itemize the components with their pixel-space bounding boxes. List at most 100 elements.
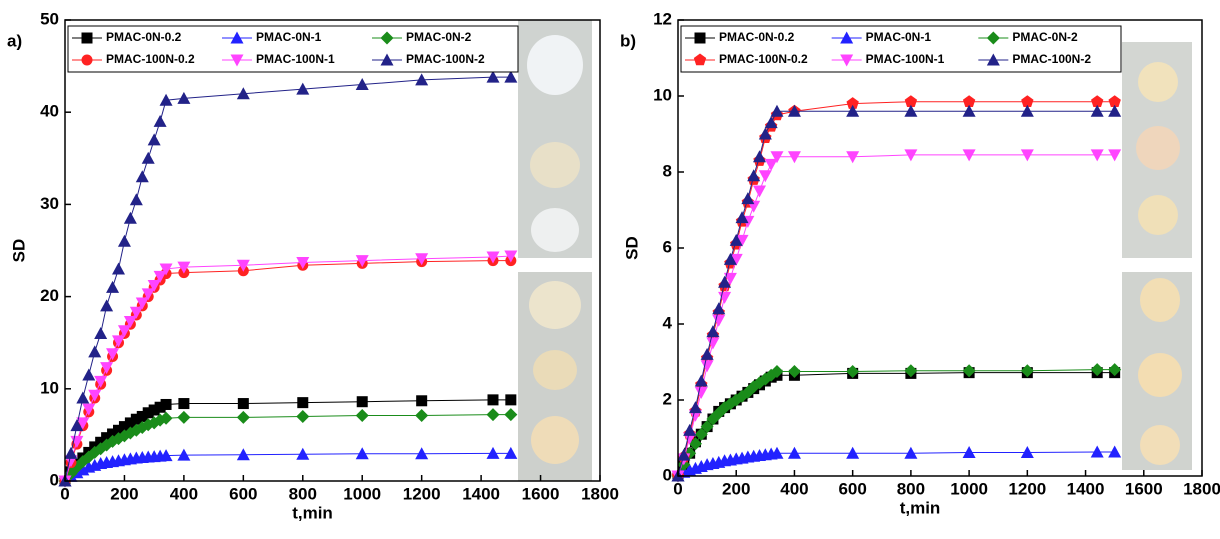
marker [706, 325, 720, 338]
marker [159, 93, 173, 106]
marker [723, 272, 737, 285]
marker [758, 170, 772, 183]
legend-label: PMAC-100N-0.2 [719, 52, 808, 66]
marker [107, 428, 119, 440]
marker [106, 348, 120, 361]
y-axis-title: SD [622, 236, 641, 260]
y-tick-label: 20 [40, 286, 59, 305]
y-tick-label: 4 [663, 313, 673, 332]
marker [741, 192, 755, 205]
sample [1140, 278, 1180, 322]
marker [904, 149, 918, 162]
x-tick-label: 1200 [403, 484, 441, 503]
marker [148, 404, 160, 416]
marker [846, 365, 860, 378]
y-tick-label: 6 [663, 237, 672, 256]
marker [355, 409, 369, 423]
marker [688, 401, 702, 414]
marker [770, 104, 784, 117]
marker [236, 410, 250, 424]
marker [505, 394, 517, 406]
x-tick-label: 1600 [522, 484, 560, 503]
marker [159, 449, 173, 462]
marker [130, 413, 142, 425]
x-tick-label: 400 [170, 484, 198, 503]
legend-marker [230, 31, 244, 44]
marker [962, 364, 976, 378]
marker [962, 149, 976, 162]
marker [117, 325, 131, 338]
marker [1020, 364, 1034, 378]
marker [846, 446, 860, 459]
marker [486, 408, 500, 422]
legend-label: PMAC-100N-2 [1012, 52, 1091, 66]
marker [962, 445, 976, 458]
marker [296, 409, 310, 423]
marker [706, 337, 720, 350]
marker [141, 151, 155, 164]
legend-marker [986, 53, 1000, 66]
legend-label: PMAC-0N-0.2 [106, 30, 182, 44]
plot-frame [64, 19, 601, 482]
y-tick-label: 0 [50, 470, 59, 489]
marker [486, 251, 500, 264]
marker [76, 391, 90, 404]
marker [101, 432, 113, 444]
marker [177, 91, 191, 104]
marker [753, 150, 767, 163]
sample [1138, 195, 1178, 235]
x-tick-label: 600 [229, 484, 257, 503]
marker [147, 280, 161, 293]
marker [723, 252, 737, 265]
photo-group [1122, 42, 1192, 470]
frames: 0 200 400 600 800 1000 1200 1400 1600 18000102030… [7, 9, 1220, 522]
legend-label: PMAC-100N-1 [256, 52, 335, 66]
marker [735, 211, 749, 224]
marker [747, 169, 761, 182]
marker [1090, 104, 1104, 117]
y-tick-label: 2 [663, 389, 672, 408]
marker [297, 397, 309, 409]
marker [296, 256, 310, 269]
marker [904, 95, 918, 107]
legend-label: PMAC-100N-1 [866, 52, 945, 66]
x-tick-label: 1400 [462, 484, 500, 503]
marker [88, 345, 102, 358]
marker [135, 170, 149, 183]
marker [106, 280, 120, 293]
marker [962, 95, 976, 107]
marker [729, 253, 743, 266]
legend-box [680, 25, 1122, 73]
legend-marker [986, 31, 1000, 45]
marker [147, 133, 161, 146]
sample [1138, 353, 1182, 397]
marker [296, 82, 310, 95]
marker [135, 297, 149, 310]
y-tick-label: 12 [653, 9, 672, 28]
sample [533, 350, 577, 390]
marker [846, 151, 860, 164]
series-line [64, 255, 511, 482]
marker [154, 401, 166, 413]
marker [236, 259, 250, 272]
marker [355, 447, 369, 460]
legend-marker [81, 54, 93, 66]
marker [76, 417, 90, 430]
marker [504, 250, 518, 263]
marker [160, 398, 172, 410]
panel-b [671, 95, 1122, 483]
marker [729, 233, 743, 246]
marker [787, 365, 801, 378]
legend-marker [81, 32, 93, 44]
sample [531, 208, 579, 252]
marker [82, 403, 96, 416]
marker [129, 306, 143, 319]
marker [504, 408, 518, 422]
marker [118, 421, 130, 433]
marker [136, 410, 148, 422]
marker [1091, 95, 1104, 107]
marker [237, 398, 249, 410]
marker [415, 253, 429, 266]
x-tick-label: 1200 [1008, 479, 1046, 498]
marker [700, 360, 714, 373]
